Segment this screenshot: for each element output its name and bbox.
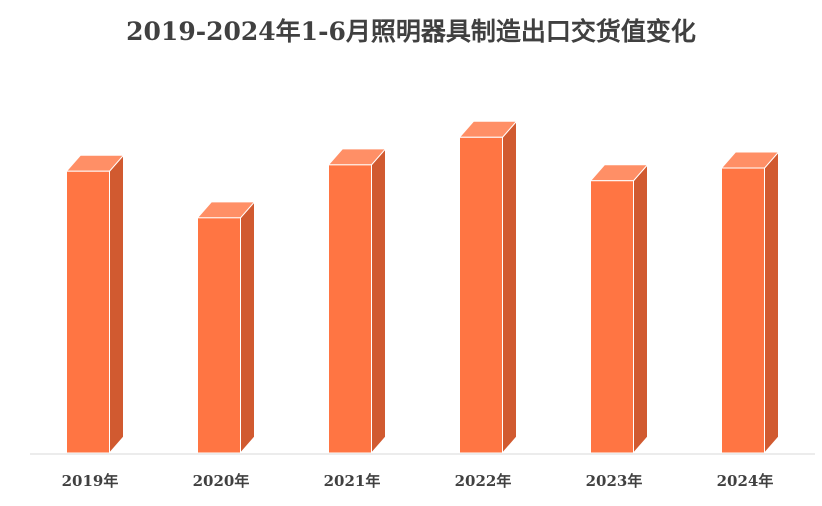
bar-2 bbox=[328, 148, 386, 454]
x-tick-label: 2021年 bbox=[324, 472, 381, 490]
bar-side-face bbox=[240, 201, 255, 454]
chart-title: 2019-2024年1-6月照明器具制造出口交货值变化 bbox=[126, 17, 696, 46]
bar-4 bbox=[590, 164, 648, 454]
bar-side-face bbox=[502, 120, 517, 454]
bar-side-face bbox=[109, 154, 124, 454]
bar-5 bbox=[721, 151, 779, 454]
x-tick-label: 2020年 bbox=[193, 472, 250, 490]
bar-3 bbox=[459, 120, 517, 454]
x-tick-label: 2022年 bbox=[455, 472, 512, 490]
bar-0 bbox=[66, 154, 124, 454]
x-tick-label: 2019年 bbox=[62, 472, 119, 490]
bar-front-face bbox=[197, 217, 241, 454]
bar-front-face bbox=[328, 164, 372, 454]
bar-side-face bbox=[633, 164, 648, 454]
bar-1 bbox=[197, 201, 255, 454]
x-tick-label: 2024年 bbox=[717, 472, 774, 490]
bar-front-face bbox=[66, 170, 110, 454]
bar-side-face bbox=[764, 151, 779, 454]
bar-front-face bbox=[721, 167, 765, 454]
bar-front-face bbox=[590, 180, 634, 454]
bar-side-face bbox=[371, 148, 386, 454]
x-tick-label: 2023年 bbox=[586, 472, 643, 490]
bar-front-face bbox=[459, 136, 503, 454]
